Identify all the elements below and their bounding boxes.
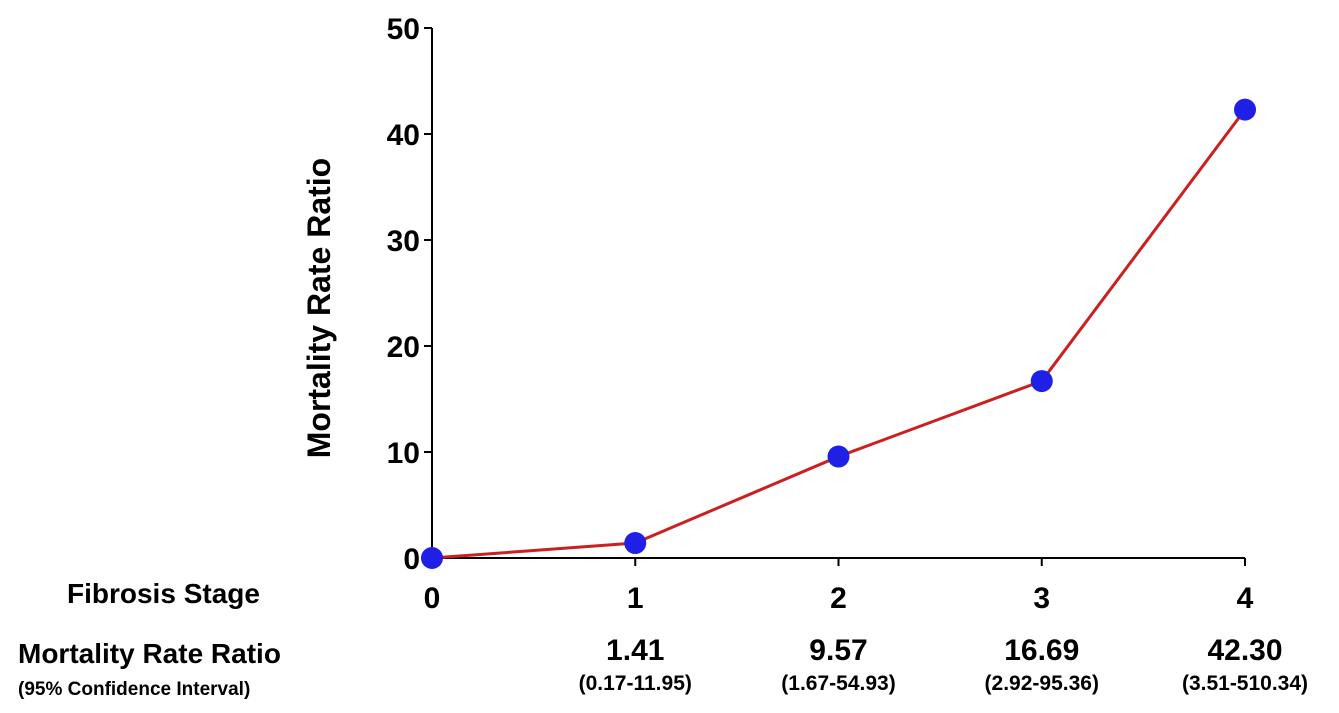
- y-tick-label: 30: [387, 225, 420, 258]
- data-point: [624, 532, 647, 555]
- mortality-rate-ratio-value: 9.57: [809, 634, 868, 667]
- data-point: [1234, 98, 1256, 121]
- y-ticks: 0 10 20 30 40 50: [387, 13, 432, 576]
- x-tick-label: 4: [1237, 582, 1254, 615]
- x-tick-label: 3: [1033, 582, 1050, 615]
- series-line-segment: [431, 541, 636, 560]
- confidence-interval: (0.17-11.95): [578, 672, 692, 695]
- table-cell-stage-4: 42.30 (3.51-510.34): [1145, 634, 1339, 696]
- table-cell-stage-1: 1.41 (0.17-11.95): [535, 634, 735, 696]
- data-point: [827, 445, 850, 468]
- table-cell-stage-3: 16.69 (2.92-95.36): [942, 634, 1142, 696]
- x-tick-label: 0: [424, 582, 441, 615]
- y-tick-label: 50: [387, 13, 420, 46]
- y-axis-label: Mortality Rate Ratio: [301, 158, 337, 458]
- mortality-rate-ratio-value: 42.30: [1207, 634, 1283, 667]
- y-tick-label: 0: [403, 543, 420, 576]
- x-ticks: 0 1 2 3 4: [424, 558, 1254, 615]
- confidence-interval: (1.67-54.93): [781, 672, 896, 695]
- y-tick-label: 20: [387, 331, 420, 364]
- confidence-interval: (2.92-95.36): [984, 672, 1099, 695]
- x-tick-label: 2: [830, 582, 847, 615]
- y-tick-label: 40: [387, 119, 420, 152]
- data-point: [1030, 370, 1053, 393]
- axes: [431, 28, 1245, 559]
- mortality-rate-ratio-value: 1.41: [606, 634, 665, 667]
- x-axis-title: Fibrosis Stage: [67, 578, 260, 609]
- x-tick-label: 1: [627, 582, 644, 615]
- table-row-label: Mortality Rate Ratio: [18, 638, 281, 669]
- mortality-rate-ratio-value: 16.69: [1004, 634, 1080, 667]
- y-tick-label: 10: [387, 437, 420, 470]
- table-cell-stage-2: 9.57 (1.67-54.93): [739, 634, 939, 696]
- table-row-sublabel: (95% Confidence Interval): [18, 679, 251, 700]
- confidence-interval: (3.51-510.34): [1181, 672, 1309, 695]
- series-points: [421, 98, 1256, 569]
- series-line-segment: [837, 379, 1043, 458]
- series-line-segment: [634, 455, 840, 545]
- series-line: [431, 108, 1247, 560]
- data-point: [421, 547, 443, 569]
- series-line-segment: [1040, 108, 1247, 382]
